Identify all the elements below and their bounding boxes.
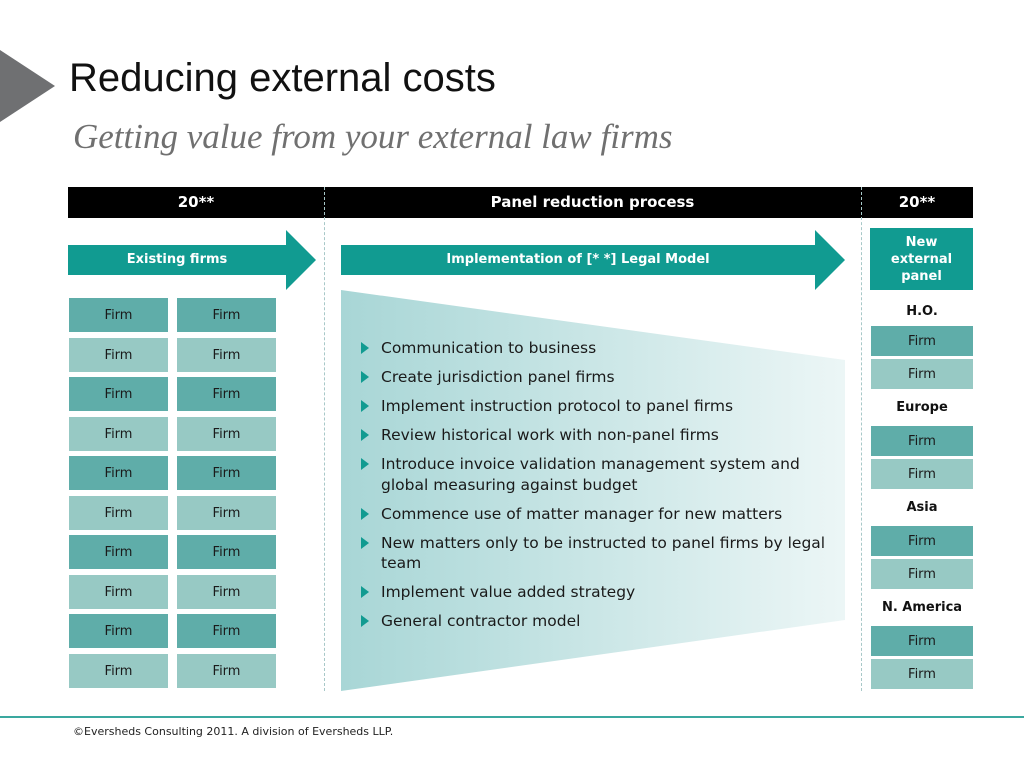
- region-label-europe: Europe: [896, 400, 948, 415]
- firm-cell: Firm: [176, 416, 277, 452]
- footer-divider: [0, 716, 1024, 718]
- divider-right: [861, 187, 862, 691]
- firm-cell: Firm: [176, 653, 277, 689]
- region-label-ho: H.O.: [906, 304, 938, 319]
- bullet-triangle-icon: [361, 458, 369, 470]
- header-middle: Panel reduction process: [490, 193, 695, 211]
- list-item: Commence use of matter manager for new m…: [360, 504, 840, 525]
- firm-cell: Firm: [870, 525, 974, 557]
- bullet-triangle-icon: [361, 615, 369, 627]
- footer-copyright: ©Eversheds Consulting 2011. A division o…: [73, 725, 394, 738]
- region-label-asia: Asia: [906, 500, 938, 515]
- list-item: Introduce invoice validation management …: [360, 454, 840, 495]
- bullet-triangle-icon: [361, 536, 369, 549]
- firm-cell: Firm: [68, 613, 169, 649]
- header-right: 20**: [898, 193, 936, 211]
- page-subtitle: Getting value from your external law fir…: [73, 117, 673, 156]
- firm-cell: Firm: [68, 297, 169, 333]
- bullet-triangle-icon: [361, 400, 369, 412]
- list-item: Implement value added strategy: [360, 582, 840, 603]
- firm-cell: Firm: [68, 455, 169, 491]
- bullet-triangle-icon: [361, 507, 369, 520]
- firm-cell: Firm: [68, 337, 169, 373]
- firm-cell: Firm: [176, 376, 277, 412]
- firm-cell: Firm: [68, 574, 169, 610]
- list-item: Implement instruction protocol to panel …: [360, 396, 840, 417]
- firm-cell: Firm: [68, 653, 169, 689]
- arrow-head-icon: [286, 230, 316, 290]
- header-left: 20**: [177, 193, 215, 211]
- firm-cell: Firm: [176, 534, 277, 570]
- region-label-n-america: N. America: [881, 600, 963, 615]
- bullet-triangle-icon: [361, 429, 369, 441]
- firm-cell: Firm: [176, 297, 277, 333]
- firm-cell: Firm: [176, 613, 277, 649]
- bullet-triangle-icon: [361, 342, 369, 354]
- corner-arrow-icon: [0, 50, 55, 122]
- page-title: Reducing external costs: [69, 56, 496, 100]
- firm-cell: Firm: [870, 458, 974, 490]
- list-item: General contractor model: [360, 611, 840, 632]
- firm-cell: Firm: [68, 376, 169, 412]
- firm-cell: Firm: [870, 358, 974, 390]
- firm-cell: Firm: [870, 558, 974, 590]
- list-item: New matters only to be instructed to pan…: [360, 533, 840, 574]
- firm-cell: Firm: [870, 625, 974, 657]
- firm-cell: Firm: [176, 337, 277, 373]
- implementation-label: Implementation of [* *] Legal Model: [341, 245, 815, 275]
- list-item: Review historical work with non-panel fi…: [360, 425, 840, 446]
- process-steps-list: Communication to business Create jurisdi…: [360, 338, 840, 640]
- firm-cell: Firm: [68, 495, 169, 531]
- arrow-head-icon: [815, 230, 845, 290]
- header-bar: 20** Panel reduction process 20**: [68, 187, 973, 218]
- bullet-triangle-icon: [361, 586, 369, 598]
- existing-firms-label: Existing firms: [68, 245, 286, 275]
- firm-cell: Firm: [870, 325, 974, 357]
- firm-cell: Firm: [176, 574, 277, 610]
- funnel-shape: [341, 290, 845, 691]
- firm-cell: Firm: [68, 534, 169, 570]
- divider-left: [324, 187, 325, 691]
- firm-cell: Firm: [68, 416, 169, 452]
- bullet-triangle-icon: [361, 371, 369, 383]
- firm-cell: Firm: [870, 425, 974, 457]
- firm-cell: Firm: [176, 455, 277, 491]
- list-item: Create jurisdiction panel firms: [360, 367, 840, 388]
- firm-cell: Firm: [870, 658, 974, 690]
- firm-cell: Firm: [176, 495, 277, 531]
- list-item: Communication to business: [360, 338, 840, 359]
- new-panel-box: New external panel: [870, 228, 973, 290]
